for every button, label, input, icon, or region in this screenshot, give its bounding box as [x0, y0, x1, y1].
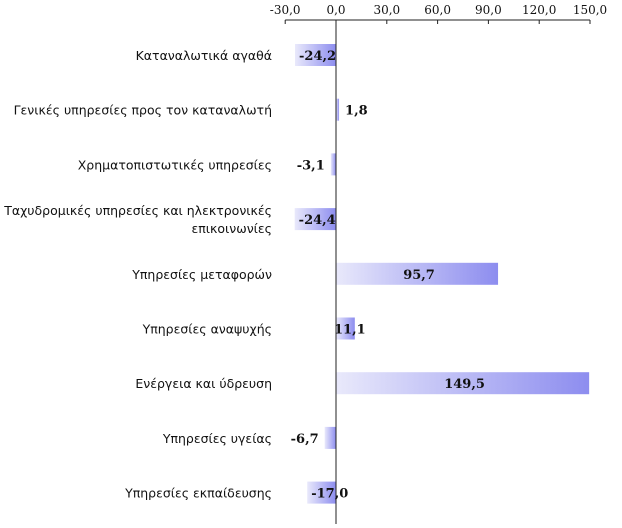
bar [336, 262, 499, 285]
bar [336, 372, 590, 395]
tick-label: 60,0 [424, 3, 451, 17]
tick-label: 150,0 [573, 3, 607, 17]
data-label: -17,0 [311, 487, 348, 502]
category-label: Ταχυδρομικές υπηρεσίες και ηλεκτρονικές ε… [3, 203, 272, 236]
category-label: Υπηρεσίες εκπαίδευσης [124, 486, 272, 501]
data-label: -24,4 [299, 213, 336, 228]
category-label: Γενικές υπηρεσίες προς τον καταναλωτή [14, 103, 272, 118]
category-label: Υπηρεσίες αναψυχής [142, 322, 272, 337]
category-label: Ενέργεια και ύδρευση [135, 376, 272, 391]
bar [336, 317, 355, 340]
data-label: -24,2 [299, 49, 336, 64]
category-label: Καταναλωτικά αγαθά [136, 48, 272, 63]
data-label: 1,8 [345, 104, 368, 119]
category-label: Χρηματοπιστωτικές υπηρεσίες [78, 157, 272, 172]
tick-label: 0,0 [326, 3, 345, 17]
data-label: 149,5 [444, 377, 485, 392]
bar [324, 426, 336, 449]
bar [295, 44, 336, 66]
bar [336, 98, 340, 121]
tick-label: 120,0 [522, 3, 556, 17]
bar [307, 481, 336, 504]
category-label: Υπηρεσίες υγείας [162, 431, 272, 446]
data-label: -6,7 [291, 432, 319, 447]
bar [294, 208, 336, 231]
tick-label: -30,0 [270, 3, 301, 17]
tick-label: 30,0 [373, 3, 400, 17]
data-label: -3,1 [297, 158, 325, 173]
category-label: Υπηρεσίες μεταφορών [131, 267, 272, 282]
bar [330, 153, 336, 176]
data-label: 11,1 [334, 323, 366, 338]
data-label: 95,7 [403, 268, 435, 283]
tick-label: 90,0 [475, 3, 502, 17]
